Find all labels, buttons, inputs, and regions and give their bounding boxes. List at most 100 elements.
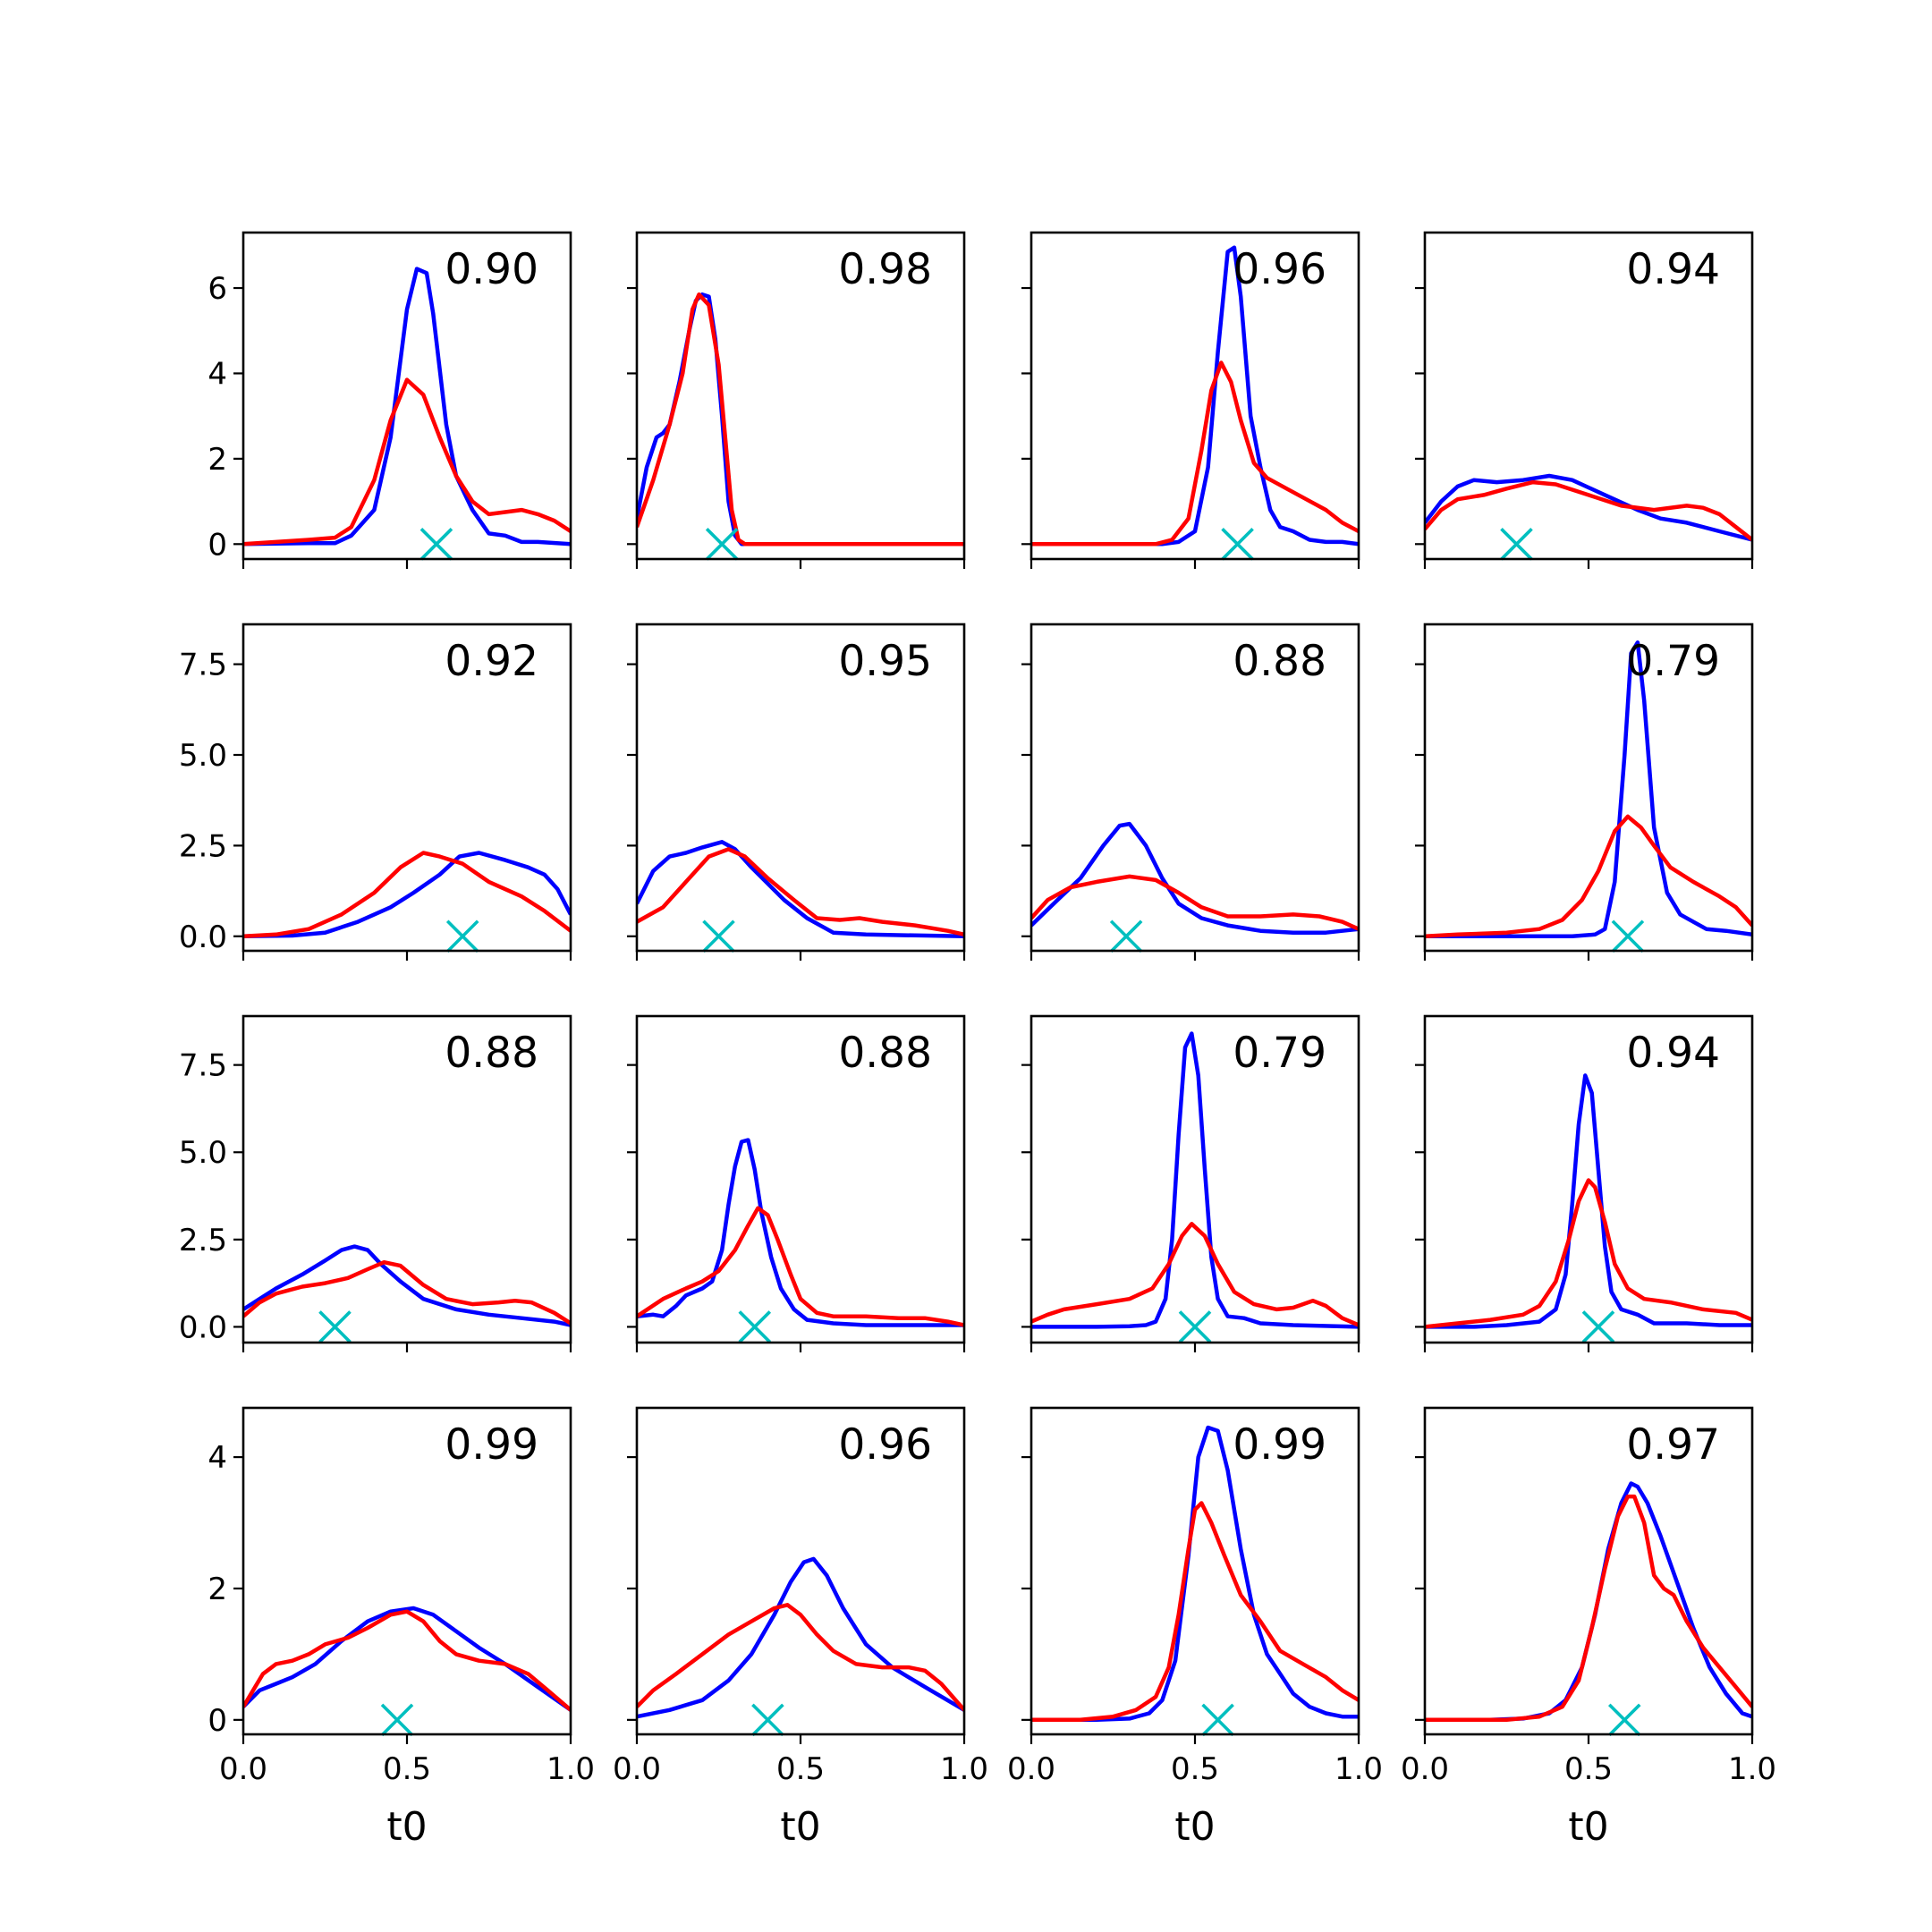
panel-score-label: 0.97 <box>1626 1420 1720 1470</box>
y-tick-label: 7.5 <box>179 648 227 683</box>
series-blue-line <box>637 1556 964 1719</box>
x-marker-stroke <box>1611 919 1645 953</box>
axes-frame <box>635 623 966 953</box>
panel-score-label: 0.96 <box>838 1420 932 1470</box>
y-tick-label: 0.0 <box>179 1309 227 1345</box>
x-tick-label: 0.0 <box>613 1751 661 1787</box>
x-marker-stroke <box>1607 1703 1641 1737</box>
x-marker <box>1221 528 1254 561</box>
subplot-3-3: 0.79 <box>1021 1014 1360 1352</box>
x-marker <box>702 919 735 953</box>
panel-score-label: 0.92 <box>445 637 538 686</box>
series-blue-line <box>1425 640 1752 939</box>
series-blue-line <box>243 267 571 547</box>
series-blue-line <box>243 851 571 939</box>
panel-score-label: 0.94 <box>1626 1029 1720 1078</box>
series-blue-line <box>1031 245 1359 547</box>
axes-frame <box>1423 231 1754 561</box>
subplot-2-4: 0.79 <box>1415 623 1754 961</box>
subplot-2-2: 0.95 <box>627 623 966 961</box>
x-axis-label: t0 <box>386 1804 427 1850</box>
series-red-line <box>1425 1178 1752 1329</box>
x-tick-label: 1.0 <box>1335 1751 1383 1787</box>
panel-score-label: 0.88 <box>838 1029 932 1078</box>
axes-frame <box>1030 231 1360 561</box>
series-blue-line <box>243 1244 571 1327</box>
x-marker-stroke <box>751 1703 784 1737</box>
x-marker <box>445 919 479 953</box>
series-blue-line <box>637 840 964 939</box>
subplot-2-3: 0.88 <box>1021 623 1360 961</box>
x-marker-stroke <box>705 528 739 561</box>
subplot-4-3: 0.0 0.5 1.0 0.99 t0 <box>1007 1406 1383 1850</box>
series-red-line <box>1031 360 1359 547</box>
x-axis-label: t0 <box>780 1804 820 1850</box>
x-marker <box>1581 1310 1615 1343</box>
subplot-1-4: 0.94 <box>1415 231 1754 569</box>
x-tick-label: 0.5 <box>776 1751 825 1787</box>
series-red-line <box>637 292 964 547</box>
series-blue-line <box>1031 1425 1359 1723</box>
subplot-1-2: 0.98 <box>627 231 966 569</box>
x-tick-label: 0.5 <box>383 1751 431 1787</box>
y-tick-label: 0.0 <box>179 919 227 955</box>
y-tick-label: 2 <box>208 442 227 478</box>
series-blue-line <box>1425 1073 1752 1329</box>
x-marker-stroke <box>318 1310 352 1343</box>
axes-frame <box>1423 1406 1754 1736</box>
x-marker <box>1611 919 1645 953</box>
series-red-line <box>1425 1494 1752 1723</box>
series-blue-line <box>243 1606 571 1712</box>
x-tick-label: 1.0 <box>1728 1751 1776 1787</box>
x-marker <box>380 1703 414 1737</box>
x-marker-stroke <box>702 919 735 953</box>
subplot-3-4: 0.94 <box>1415 1014 1754 1352</box>
series-red-line <box>1425 814 1752 939</box>
series-blue-line <box>1425 1481 1752 1723</box>
y-tick-label: 5.0 <box>179 738 227 774</box>
x-marker <box>1178 1310 1212 1343</box>
x-tick-label: 0.0 <box>219 1751 267 1787</box>
x-tick-label: 0.5 <box>1171 1751 1219 1787</box>
axes-frame <box>1423 1014 1754 1344</box>
series-red-line <box>637 847 964 936</box>
x-marker <box>419 528 453 561</box>
x-marker <box>738 1310 772 1343</box>
series-red-line <box>637 1603 964 1712</box>
x-marker-stroke <box>1221 528 1254 561</box>
panel-score-label: 0.90 <box>445 245 538 294</box>
panel-score-label: 0.79 <box>1626 637 1720 686</box>
x-tick-label: 1.0 <box>547 1751 595 1787</box>
series-red-line <box>1425 479 1752 542</box>
x-marker <box>318 1310 352 1343</box>
x-marker-stroke <box>380 1703 414 1737</box>
axes-frame <box>242 1406 572 1736</box>
x-tick-label: 1.0 <box>940 1751 988 1787</box>
x-tick-label: 0.0 <box>1007 1751 1055 1787</box>
y-tick-label: 2.5 <box>179 1223 227 1258</box>
x-marker-stroke <box>445 919 479 953</box>
axes-frame <box>1030 1014 1360 1344</box>
x-marker <box>751 1703 784 1737</box>
series-red-line <box>637 1206 964 1327</box>
x-marker <box>1607 1703 1641 1737</box>
panel-score-label: 0.88 <box>1233 637 1326 686</box>
series-red-line <box>243 1609 571 1712</box>
series-red-line <box>1031 1222 1359 1327</box>
series-red-line <box>243 851 571 939</box>
axes-frame <box>635 1014 966 1344</box>
subplot-4-2: 0.0 0.5 1.0 0.96 t0 <box>613 1406 988 1850</box>
series-blue-line <box>1031 821 1359 935</box>
panel-score-label: 0.95 <box>838 637 932 686</box>
y-tick-label: 5.0 <box>179 1135 227 1171</box>
x-marker <box>1109 919 1143 953</box>
axes-frame <box>242 231 572 561</box>
axes-frame <box>242 1014 572 1344</box>
panel-score-label: 0.88 <box>445 1029 538 1078</box>
subplot-4-4: 0.0 0.5 1.0 0.97 t0 <box>1401 1406 1776 1850</box>
subplot-4-1: 0 2 4 0.0 0.5 1.0 0.99 t0 <box>208 1406 595 1850</box>
x-marker-stroke <box>1201 1703 1234 1737</box>
x-axis-label: t0 <box>1568 1804 1608 1850</box>
y-tick-label: 2 <box>208 1572 227 1607</box>
